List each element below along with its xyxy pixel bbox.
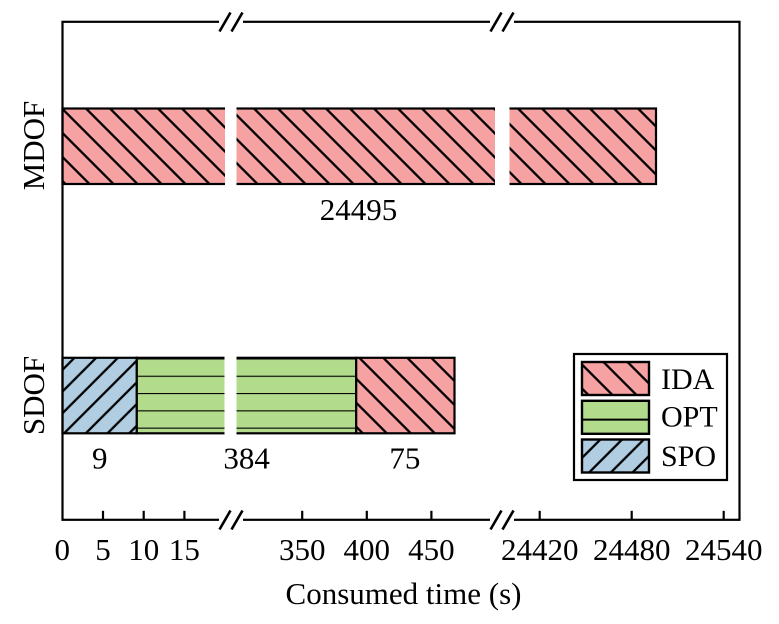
svg-text:5: 5 [95,532,111,567]
svg-text:0: 0 [55,532,71,567]
svg-text:24495: 24495 [320,192,398,227]
svg-text:SDOF: SDOF [16,356,51,435]
svg-text:IDA: IDA [661,363,715,396]
svg-text:75: 75 [389,441,420,476]
svg-text:Consumed time (s): Consumed time (s) [286,576,522,611]
svg-text:350: 350 [279,532,326,567]
svg-text:400: 400 [344,532,391,567]
svg-text:SPO: SPO [661,440,716,473]
svg-text:MDOF: MDOF [16,101,51,191]
svg-text:24420: 24420 [501,532,579,567]
svg-text:10: 10 [128,532,159,567]
svg-text:24480: 24480 [593,532,671,567]
svg-text:384: 384 [223,441,270,476]
svg-text:15: 15 [169,532,200,567]
svg-text:24540: 24540 [685,532,763,567]
svg-text:OPT: OPT [661,401,718,434]
svg-text:9: 9 [92,441,108,476]
svg-text:450: 450 [408,532,455,567]
